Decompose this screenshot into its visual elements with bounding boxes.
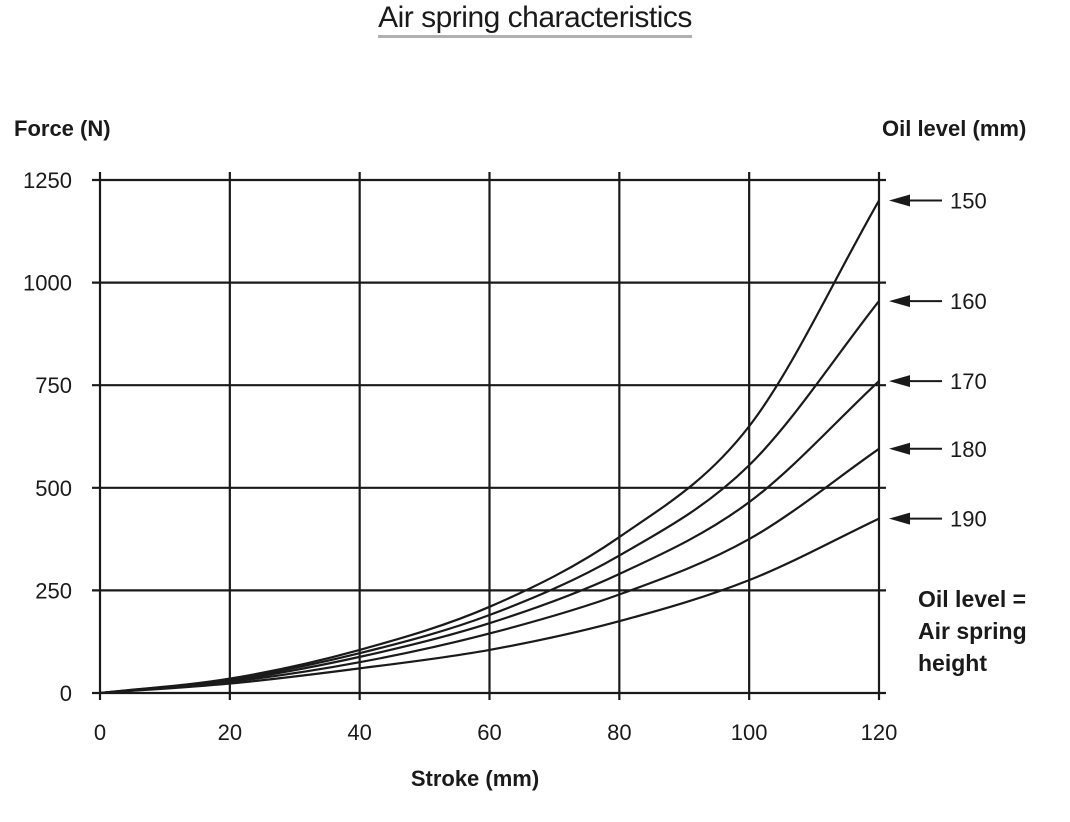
oil-level-label-150: 150 <box>950 189 987 214</box>
oil-level-label-190: 190 <box>950 507 987 532</box>
x-tick-label: 80 <box>607 720 631 745</box>
oil-level-arrow-head <box>889 375 910 388</box>
series-line-160 <box>99 300 880 695</box>
note-line-3: height <box>918 650 987 676</box>
series-line-170 <box>99 380 880 695</box>
x-axis-title: Stroke (mm) <box>410 766 540 791</box>
oil-level-label-170: 170 <box>950 369 987 394</box>
oil-level-arrow-head <box>889 512 910 525</box>
series-line-190 <box>99 517 880 695</box>
chart-title: Air spring characteristics <box>378 1 692 38</box>
y-tick-label: 750 <box>35 373 72 398</box>
series-line-180 <box>99 447 880 695</box>
y-tick-label: 0 <box>60 681 72 706</box>
y-axis-title: Force (N) <box>14 116 111 141</box>
y-tick-label: 1250 <box>23 168 72 193</box>
x-tick-label: 120 <box>861 720 898 745</box>
oil-level-label-180: 180 <box>950 437 987 462</box>
oil-level-arrow-head <box>889 194 910 207</box>
note-line-2: Air spring <box>918 618 1027 644</box>
oil-level-label-160: 160 <box>950 289 987 314</box>
oil-level-arrow-head <box>889 295 910 308</box>
y-tick-label: 250 <box>35 578 72 603</box>
x-tick-label: 100 <box>731 720 768 745</box>
oil-level-arrow-head <box>889 442 910 455</box>
x-tick-label: 20 <box>218 720 242 745</box>
x-tick-label: 60 <box>477 720 501 745</box>
note-line-1: Oil level = <box>918 586 1027 612</box>
x-tick-label: 0 <box>94 720 106 745</box>
y-tick-label: 1000 <box>23 271 72 296</box>
x-tick-label: 40 <box>347 720 371 745</box>
y-tick-label: 500 <box>35 476 72 501</box>
oil-level-note: Oil level = Air spring height <box>918 583 1027 679</box>
oil-level-axis-title: Oil level (mm) <box>882 116 1027 141</box>
